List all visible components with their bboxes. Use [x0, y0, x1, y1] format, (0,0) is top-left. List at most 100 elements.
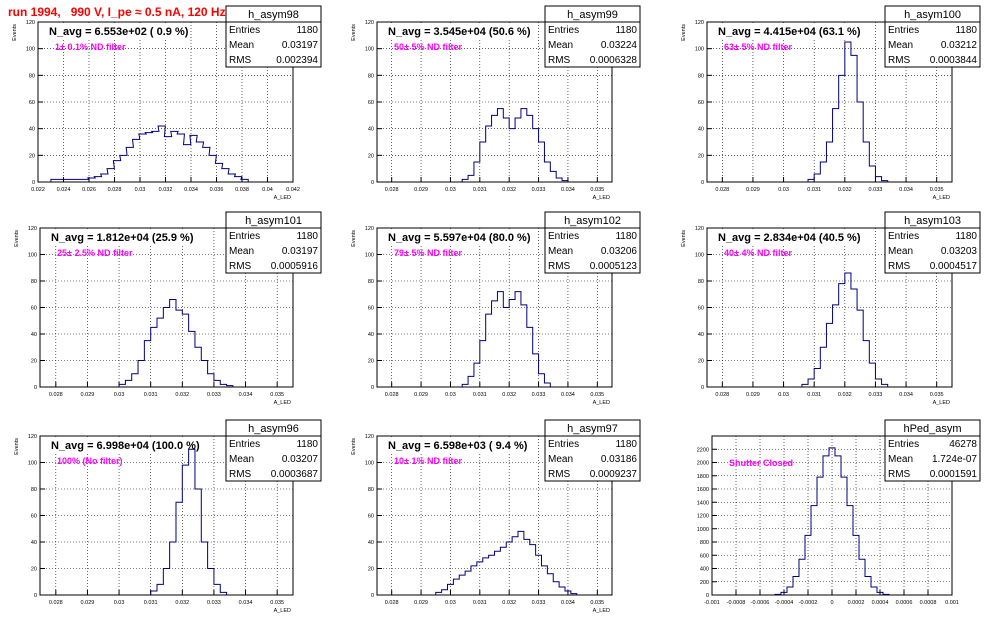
histogram-bin	[833, 109, 839, 182]
histogram-bin	[132, 374, 138, 387]
histogram-bin	[875, 177, 881, 182]
stats-label-mean: Mean	[229, 40, 254, 51]
x-tick-label: 0.03	[778, 187, 789, 193]
histogram-name: h_asym97	[567, 423, 618, 435]
histogram-bin	[805, 535, 811, 595]
histogram-bin	[775, 594, 781, 595]
histogram-bin	[536, 555, 542, 595]
histogram-bin	[125, 380, 131, 387]
y-tick-label: 80	[31, 487, 37, 493]
x-tick-label: 0.032	[175, 600, 189, 606]
stats-value-mean: 0.03224	[601, 40, 638, 51]
x-tick-label: -0.0008	[727, 600, 746, 606]
histogram-bin	[544, 162, 550, 182]
stats-label-mean: Mean	[888, 40, 913, 51]
histogram-bin	[138, 361, 144, 388]
y-tick-label: 100	[365, 461, 374, 467]
histogram-bin	[120, 155, 127, 182]
x-tick-label: 0.0002	[848, 600, 865, 606]
x-tick-label: 0.035	[930, 187, 944, 193]
stats-value-mean: 0.03206	[601, 246, 638, 257]
stats-value-entries: 1180	[296, 25, 318, 36]
stats-value-entries: 1180	[955, 231, 977, 242]
histogram-bin	[468, 376, 474, 387]
stats-value-rms: 0.0004517	[930, 261, 978, 272]
histogram-bin	[486, 126, 492, 182]
histogram-bin	[527, 115, 533, 182]
histogram-name: h_asym99	[567, 9, 618, 21]
histogram-bin	[489, 555, 495, 595]
x-tick-label: 0.034	[239, 600, 253, 606]
y-tick-label: 120	[365, 434, 374, 440]
y-tick-label: 0	[706, 593, 709, 599]
navg-background	[45, 23, 185, 39]
y-tick-label: 100	[28, 253, 37, 259]
y-tick-label: 100	[28, 461, 37, 467]
histogram-bin	[565, 591, 571, 595]
x-tick-label: 0.035	[270, 392, 284, 398]
histogram-bin	[826, 142, 832, 182]
histogram-bin	[492, 301, 498, 387]
histogram-bin	[448, 584, 454, 595]
histogram-bin	[839, 284, 845, 387]
histogram-bin	[839, 75, 845, 182]
y-tick-label: 0	[371, 180, 374, 186]
histogram-bin	[462, 384, 468, 387]
histogram-bin	[468, 175, 474, 182]
histogram-bin	[533, 129, 539, 182]
histogram-panel-h_asym98: 0.022 0.024 0.026 0.028 0.03 0.032 0.034 0.036 0…	[12, 5, 322, 201]
histogram-bin	[107, 169, 114, 182]
histogram-bin	[228, 174, 235, 182]
histogram-bin	[817, 477, 823, 595]
histogram-bin	[195, 489, 201, 595]
x-tick-label: 0.034	[561, 392, 575, 398]
histogram-name: h_asym101	[245, 215, 302, 227]
x-axis-label: A_LED	[593, 195, 610, 201]
histogram-panel-h_asym96: 0.028 0.029 0.03 0.031 0.032 0.033 0.034 0.035 0…	[14, 419, 322, 614]
y-tick-label: 120	[695, 226, 704, 232]
histogram-bin	[823, 456, 829, 595]
y-tick-label: 0	[32, 180, 35, 186]
histogram-bin	[865, 576, 871, 595]
y-axis-label: Events	[681, 230, 687, 247]
x-tick-label: 0.032	[159, 187, 173, 193]
histogram-bin	[877, 592, 883, 595]
histogram-bin	[486, 314, 492, 387]
y-tick-label: 80	[368, 279, 374, 285]
x-tick-label: 0.034	[239, 392, 253, 398]
histogram-panel-h_asym101: 0.028 0.029 0.03 0.031 0.032 0.033 0.034 0.035 0…	[14, 211, 322, 406]
histogram-name: hPed_asym	[903, 423, 961, 435]
stats-label-rms: RMS	[548, 261, 571, 272]
y-tick-label: 20	[698, 359, 704, 365]
histogram-bin	[220, 384, 226, 387]
stats-box	[225, 435, 322, 482]
stats-value-rms: 0.0003687	[271, 469, 319, 480]
y-tick-label: 80	[29, 73, 35, 79]
x-tick-label: 0.026	[82, 187, 96, 193]
stats-value-entries: 1180	[955, 25, 977, 36]
y-tick-label: 600	[700, 553, 709, 559]
stats-label-mean: Mean	[548, 454, 573, 465]
y-tick-label: 40	[31, 540, 37, 546]
x-axis-label: A_LED	[933, 400, 950, 406]
stats-value-rms: 0.0005916	[271, 261, 319, 272]
histogram-bin	[151, 591, 157, 595]
filter-annotation: 63± 5% ND filter	[724, 42, 792, 52]
y-tick-label: 80	[368, 487, 374, 493]
histogram-bin	[465, 571, 471, 595]
y-tick-label: 60	[698, 306, 704, 312]
histogram-bin	[145, 133, 152, 182]
y-tick-label: 120	[26, 20, 35, 26]
x-tick-label: 0.033	[532, 600, 546, 606]
stats-value-rms: 0.0006328	[590, 55, 638, 66]
histogram-bin	[512, 537, 518, 595]
y-tick-label: 1000	[697, 527, 709, 533]
histogram-bin	[882, 181, 888, 182]
histogram-bin	[492, 115, 498, 182]
histogram-panel-h_asym102: 0.028 0.029 0.03 0.031 0.032 0.033 0.034 0.035 0…	[351, 211, 641, 406]
histogram-bin	[88, 178, 95, 182]
y-tick-label: 40	[368, 127, 374, 133]
histogram-bin	[509, 300, 515, 387]
histogram-bin	[119, 384, 125, 387]
histogram-line	[801, 272, 889, 387]
